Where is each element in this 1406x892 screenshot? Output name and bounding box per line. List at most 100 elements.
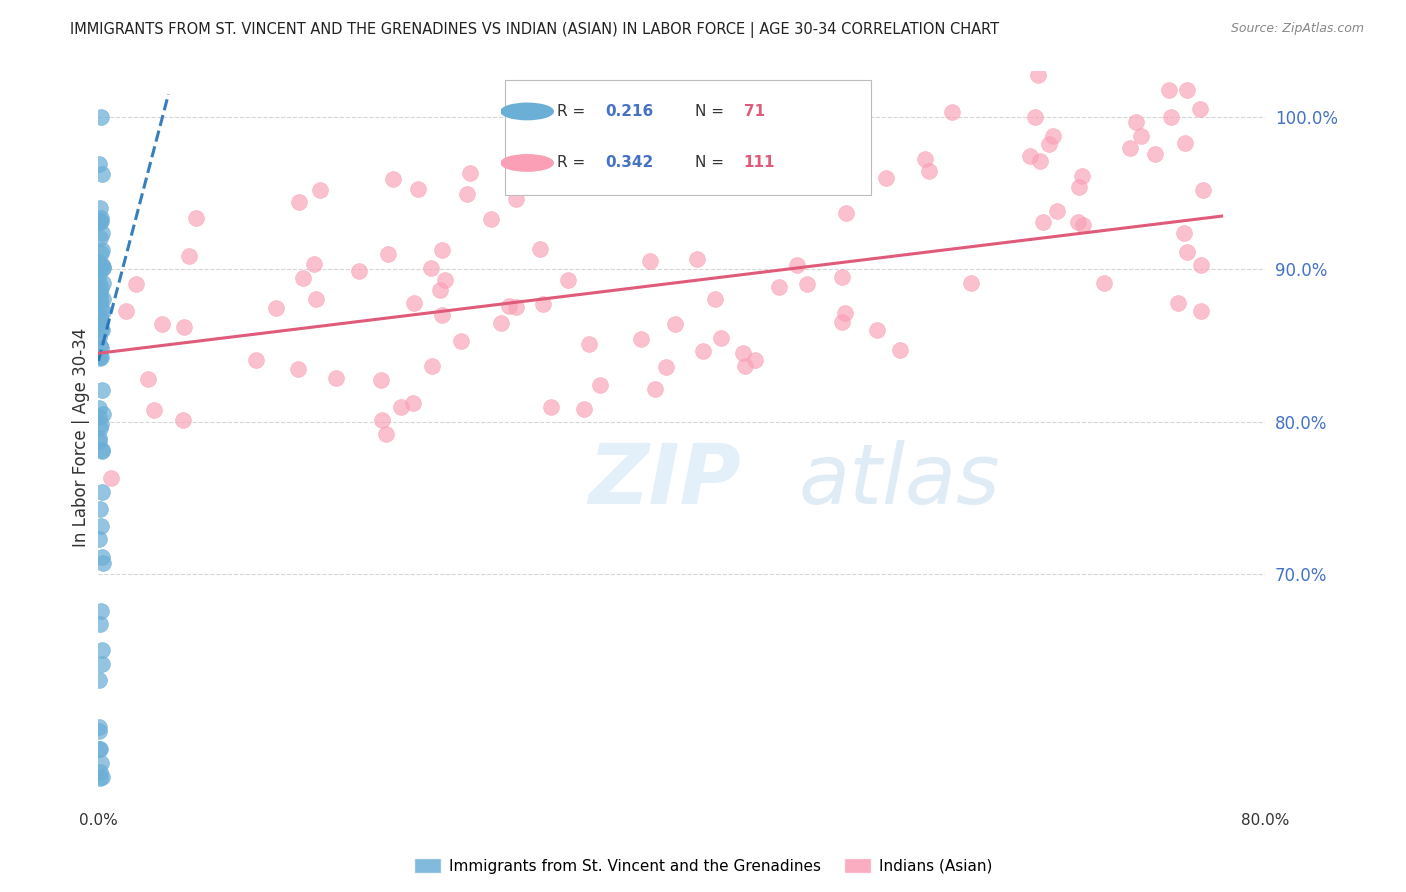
Point: [100, 470, 122, 484]
Point: [87, 260, 110, 274]
Point: [588, 378, 610, 392]
Point: [308, 183, 330, 197]
Point: [450, 334, 472, 348]
Text: IMMIGRANTS FROM ST. VINCENT AND THE GRENADINES VS INDIAN (ASIAN) IN LABOR FORCE : IMMIGRANTS FROM ST. VINCENT AND THE GREN…: [70, 22, 1000, 38]
Point: [1144, 146, 1167, 161]
Point: [91, 444, 114, 458]
Point: [419, 261, 441, 276]
Point: [325, 370, 347, 384]
Point: [1026, 68, 1049, 82]
Point: [90, 350, 112, 364]
Point: [89, 276, 111, 290]
Point: [90, 643, 112, 657]
Point: [89, 293, 111, 308]
Point: [612, 144, 634, 158]
Point: [498, 299, 520, 313]
Point: [87, 258, 110, 272]
Point: [125, 277, 148, 291]
Point: [692, 343, 714, 358]
Point: [91, 258, 114, 272]
Point: [1067, 179, 1090, 194]
Point: [287, 362, 309, 376]
Point: [703, 292, 725, 306]
Point: [87, 267, 110, 281]
Point: [432, 243, 454, 257]
Point: [150, 318, 173, 332]
Point: [89, 290, 111, 304]
Point: [1188, 103, 1211, 117]
Point: [381, 172, 404, 186]
Point: [479, 211, 502, 226]
Point: [1130, 129, 1153, 144]
Point: [557, 273, 579, 287]
Point: [1024, 110, 1046, 124]
Point: [734, 359, 756, 373]
Point: [835, 205, 858, 219]
Point: [655, 360, 678, 375]
Point: [806, 148, 828, 162]
Point: [89, 296, 111, 310]
Point: [89, 254, 111, 268]
Point: [91, 383, 114, 397]
Point: [630, 128, 652, 143]
Legend: Immigrants from St. Vincent and the Grenadines, Indians (Asian): Immigrants from St. Vincent and the Gren…: [408, 852, 998, 880]
Point: [184, 211, 207, 225]
Point: [1189, 304, 1212, 318]
Point: [1125, 114, 1147, 128]
Point: [87, 723, 110, 738]
Point: [90, 485, 112, 500]
Point: [1071, 169, 1094, 184]
Point: [831, 270, 853, 285]
Point: [89, 310, 111, 324]
Point: [1038, 136, 1060, 151]
Point: [90, 518, 112, 533]
Point: [389, 400, 412, 414]
Point: [578, 337, 600, 351]
Point: [540, 401, 562, 415]
Point: [420, 359, 443, 373]
Point: [89, 434, 111, 448]
Point: [89, 533, 111, 547]
Point: [572, 401, 595, 416]
Point: [370, 413, 392, 427]
Point: [370, 373, 392, 387]
Point: [889, 343, 911, 358]
Point: [505, 192, 527, 206]
Point: [90, 322, 112, 336]
Point: [87, 349, 110, 363]
Point: [91, 167, 114, 181]
Point: [914, 152, 936, 166]
Point: [305, 292, 328, 306]
Point: [90, 227, 112, 241]
Point: [91, 261, 114, 276]
Point: [456, 187, 478, 202]
Point: [374, 427, 396, 442]
Point: [90, 312, 112, 326]
Point: [1177, 83, 1199, 97]
Point: [429, 283, 451, 297]
Point: [90, 756, 112, 771]
Point: [173, 319, 195, 334]
Text: Source: ZipAtlas.com: Source: ZipAtlas.com: [1230, 22, 1364, 36]
Point: [87, 215, 110, 229]
Point: [796, 277, 818, 292]
Point: [710, 331, 733, 345]
Point: [1175, 245, 1198, 260]
Point: [1192, 183, 1215, 197]
Point: [1032, 214, 1054, 228]
Point: [531, 297, 554, 311]
Point: [87, 157, 110, 171]
Point: [1189, 258, 1212, 272]
Point: [1157, 82, 1180, 96]
Point: [89, 215, 111, 229]
Point: [1167, 296, 1189, 310]
Point: [628, 175, 651, 189]
Point: [89, 339, 111, 353]
Point: [87, 720, 110, 734]
Point: [89, 765, 111, 780]
Point: [347, 264, 370, 278]
Point: [177, 249, 200, 263]
Point: [89, 421, 111, 435]
Point: [733, 346, 755, 360]
Point: [90, 770, 112, 784]
